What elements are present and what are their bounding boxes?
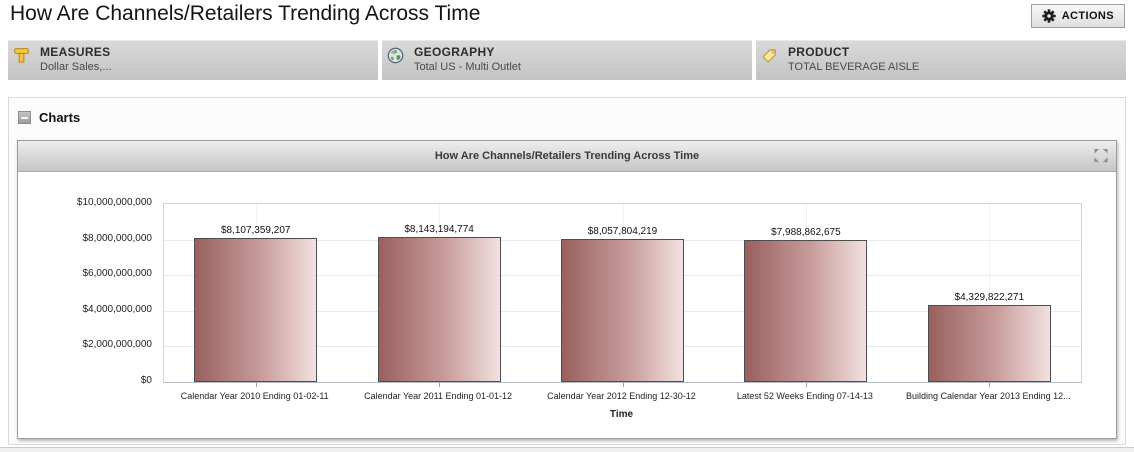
x-tick-label: Building Calendar Year 2013 Ending 12... — [905, 391, 1071, 401]
x-axis-tick — [255, 383, 257, 387]
charts-section-header: Charts — [9, 98, 1125, 125]
filter-geography[interactable]: GEOGRAPHY Total US - Multi Outlet — [382, 40, 752, 80]
x-tick-label: Calendar Year 2012 Ending 12-30-12 — [547, 391, 696, 401]
bottom-divider — [0, 447, 1134, 452]
bar-value-label: $8,143,194,774 — [404, 224, 474, 235]
filter-product-label: PRODUCT — [788, 45, 850, 59]
page-title: How Are Channels/Retailers Trending Acro… — [10, 2, 481, 25]
plot-area: $8,107,359,207 $8,143,194,774 $8,057,804,2… — [163, 203, 1082, 387]
globe-icon — [387, 47, 404, 64]
bar-value-label: $7,988,862,675 — [771, 227, 841, 238]
filter-product[interactable]: PRODUCT TOTAL BEVERAGE AISLE — [756, 40, 1126, 80]
expand-icon[interactable] — [1093, 148, 1109, 163]
x-tick-label: Calendar Year 2011 Ending 01-01-12 — [364, 391, 513, 401]
chart-panel-title: How Are Channels/Retailers Trending Acro… — [434, 150, 700, 162]
gridline — [989, 204, 991, 382]
bar[interactable] — [561, 239, 684, 382]
chart-panel-header: How Are Channels/Retailers Trending Acro… — [18, 141, 1116, 172]
bar[interactable] — [194, 238, 318, 382]
x-axis-tick — [622, 383, 624, 387]
x-axis-tick — [989, 383, 991, 387]
x-axis-title: Time — [609, 409, 634, 420]
bar-value-label: $8,107,359,207 — [220, 225, 291, 236]
filter-geography-label: GEOGRAPHY — [414, 45, 495, 59]
y-axis-labels: $0 $2,000,000,000 $4,000,000,000 $6,000,000… — [18, 197, 152, 386]
x-tick-label: Latest 52 Weeks Ending 07-14-13 — [736, 391, 873, 401]
filter-measures[interactable]: MEASURES Dollar Sales,... — [8, 40, 378, 80]
filter-bar: MEASURES Dollar Sales,... GEOGRAPHY Tota… — [8, 40, 1126, 80]
y-tick-label: $0 — [140, 375, 152, 386]
bar[interactable] — [927, 305, 1051, 382]
actions-button-label: ACTIONS — [1061, 10, 1114, 22]
chart-body: $0 $2,000,000,000 $4,000,000,000 $6,000,000… — [18, 172, 1116, 438]
bar[interactable] — [744, 240, 868, 382]
charts-section-title: Charts — [39, 110, 81, 125]
collapse-minus-icon[interactable] — [18, 111, 31, 124]
filter-geography-value: Total US - Multi Outlet — [414, 61, 521, 73]
y-tick-label: $10,000,000,000 — [76, 197, 152, 208]
x-axis-tick — [439, 383, 441, 387]
chart-panel: How Are Channels/Retailers Trending Acro… — [17, 140, 1117, 439]
bar-value-label: $8,057,804,219 — [587, 226, 658, 237]
y-tick-label: $2,000,000,000 — [82, 339, 152, 351]
x-axis-labels: Calendar Year 2010 Ending 01-02-11 Calend… — [163, 391, 1080, 405]
charts-section: Charts How Are Channels/Retailers Trendi… — [8, 97, 1126, 445]
measures-icon — [13, 47, 30, 64]
gear-icon — [1042, 9, 1056, 23]
y-tick-label: $4,000,000,000 — [82, 303, 152, 315]
tag-icon — [761, 47, 778, 64]
bar[interactable] — [377, 237, 501, 382]
y-tick-label: $6,000,000,000 — [82, 268, 152, 280]
x-axis-tick — [805, 383, 807, 387]
filter-product-value: TOTAL BEVERAGE AISLE — [788, 61, 920, 73]
filter-measures-value: Dollar Sales,... — [40, 61, 112, 73]
filter-measures-label: MEASURES — [40, 45, 111, 59]
actions-button[interactable]: ACTIONS — [1030, 4, 1125, 28]
bar-value-label: $4,329,822,271 — [954, 292, 1025, 303]
x-tick-label: Calendar Year 2010 Ending 01-02-11 — [180, 391, 329, 401]
y-tick-label: $8,000,000,000 — [82, 232, 152, 244]
